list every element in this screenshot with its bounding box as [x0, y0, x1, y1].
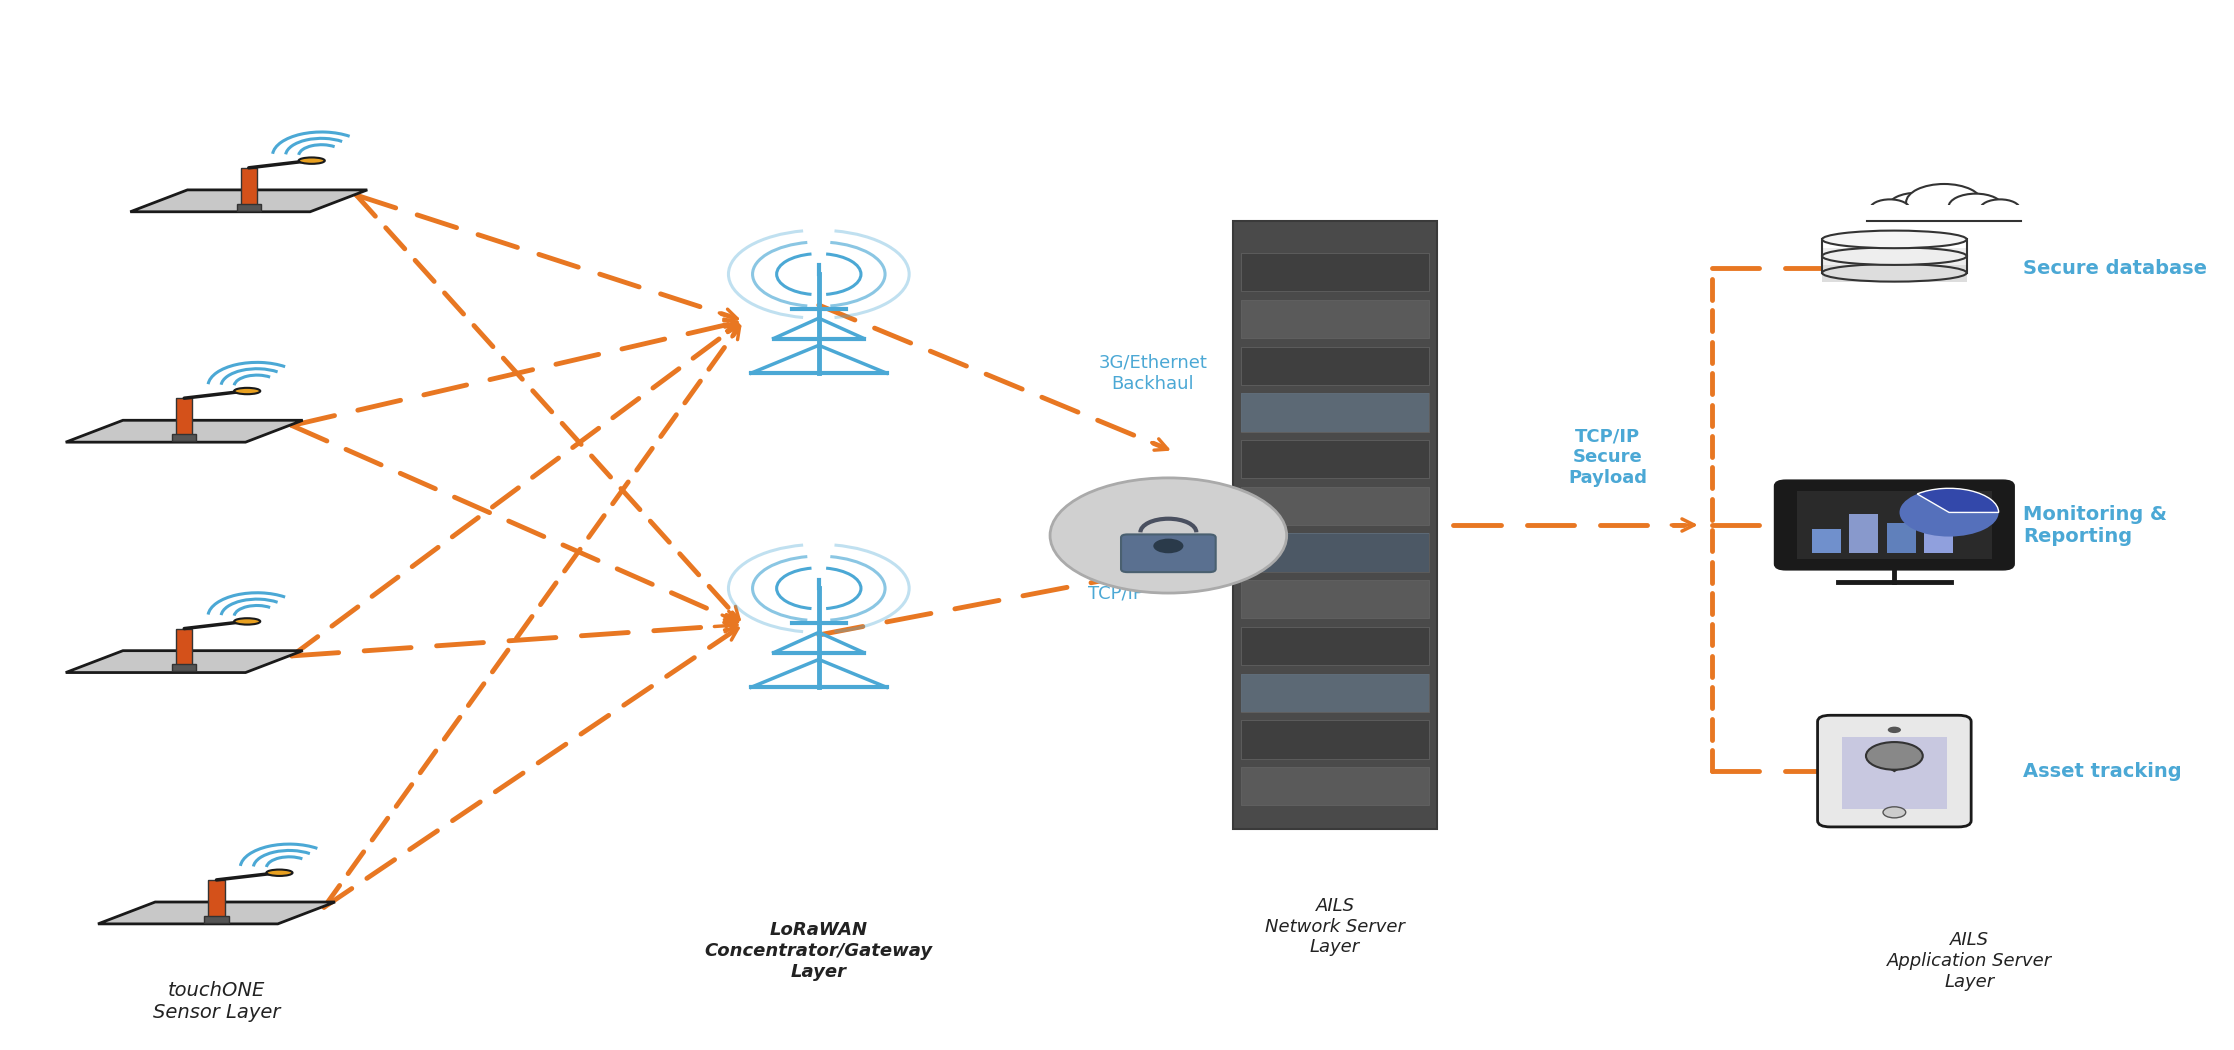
Text: Monitoring &
Reporting: Monitoring & Reporting — [2024, 504, 2167, 546]
Ellipse shape — [1823, 231, 1966, 248]
FancyBboxPatch shape — [1242, 674, 1430, 712]
FancyBboxPatch shape — [172, 434, 197, 441]
Circle shape — [1906, 184, 1982, 220]
FancyBboxPatch shape — [1242, 346, 1430, 385]
FancyBboxPatch shape — [1242, 533, 1430, 571]
FancyBboxPatch shape — [1868, 205, 2022, 223]
Circle shape — [1979, 200, 2020, 218]
Polygon shape — [65, 420, 304, 442]
Circle shape — [1899, 488, 1999, 537]
FancyBboxPatch shape — [1923, 504, 1953, 553]
FancyBboxPatch shape — [176, 398, 192, 440]
Wedge shape — [1917, 488, 1999, 512]
Text: Secure database: Secure database — [2024, 259, 2207, 278]
Text: TCP/IP: TCP/IP — [1088, 584, 1144, 602]
FancyBboxPatch shape — [1233, 222, 1436, 828]
Polygon shape — [65, 651, 304, 673]
FancyBboxPatch shape — [1242, 253, 1430, 292]
FancyBboxPatch shape — [241, 168, 257, 210]
FancyBboxPatch shape — [1242, 300, 1430, 338]
FancyBboxPatch shape — [203, 916, 228, 923]
FancyBboxPatch shape — [1242, 440, 1430, 479]
Ellipse shape — [1823, 264, 1966, 281]
FancyBboxPatch shape — [1823, 265, 1966, 281]
Circle shape — [1050, 478, 1287, 593]
FancyBboxPatch shape — [1776, 481, 2013, 569]
Circle shape — [1888, 193, 1946, 220]
Text: 3G/Ethernet
Backhaul: 3G/Ethernet Backhaul — [1099, 354, 1206, 393]
Text: AILS
Network Server
Layer: AILS Network Server Layer — [1264, 897, 1405, 957]
Text: touchONE
Sensor Layer: touchONE Sensor Layer — [152, 982, 279, 1023]
FancyBboxPatch shape — [1242, 674, 1430, 712]
Text: LoRaWAN
Concentrator/Gateway
Layer: LoRaWAN Concentrator/Gateway Layer — [704, 921, 934, 981]
FancyBboxPatch shape — [1850, 514, 1879, 553]
Ellipse shape — [299, 158, 324, 164]
FancyBboxPatch shape — [1242, 766, 1430, 805]
FancyBboxPatch shape — [1823, 248, 1966, 265]
FancyBboxPatch shape — [1121, 534, 1215, 572]
FancyBboxPatch shape — [1242, 720, 1430, 758]
FancyBboxPatch shape — [1888, 524, 1917, 553]
FancyBboxPatch shape — [1242, 627, 1430, 665]
FancyBboxPatch shape — [1242, 533, 1430, 571]
FancyBboxPatch shape — [1242, 487, 1430, 525]
FancyBboxPatch shape — [1242, 394, 1430, 432]
Text: TCP/IP
Secure
Payload: TCP/IP Secure Payload — [1568, 427, 1646, 487]
Text: AILS
Application Server
Layer: AILS Application Server Layer — [1888, 931, 2053, 991]
Ellipse shape — [1823, 248, 1966, 265]
Ellipse shape — [266, 869, 293, 876]
Circle shape — [1865, 742, 1923, 770]
FancyBboxPatch shape — [1242, 581, 1430, 618]
FancyBboxPatch shape — [1812, 529, 1841, 553]
Circle shape — [1870, 200, 1910, 218]
Polygon shape — [130, 190, 366, 212]
FancyBboxPatch shape — [176, 629, 192, 670]
Text: Asset tracking: Asset tracking — [2024, 761, 2183, 780]
FancyBboxPatch shape — [1818, 715, 1970, 827]
FancyBboxPatch shape — [1242, 394, 1430, 432]
Ellipse shape — [235, 618, 259, 625]
Polygon shape — [98, 902, 335, 924]
FancyBboxPatch shape — [1841, 737, 1946, 808]
Circle shape — [1883, 806, 1906, 818]
Circle shape — [1888, 727, 1901, 733]
Ellipse shape — [235, 387, 259, 394]
Circle shape — [1948, 193, 2002, 220]
FancyBboxPatch shape — [208, 880, 226, 922]
Circle shape — [1153, 539, 1184, 553]
FancyBboxPatch shape — [1796, 491, 1993, 559]
FancyBboxPatch shape — [237, 204, 261, 211]
FancyBboxPatch shape — [172, 665, 197, 671]
Polygon shape — [1877, 760, 1912, 771]
